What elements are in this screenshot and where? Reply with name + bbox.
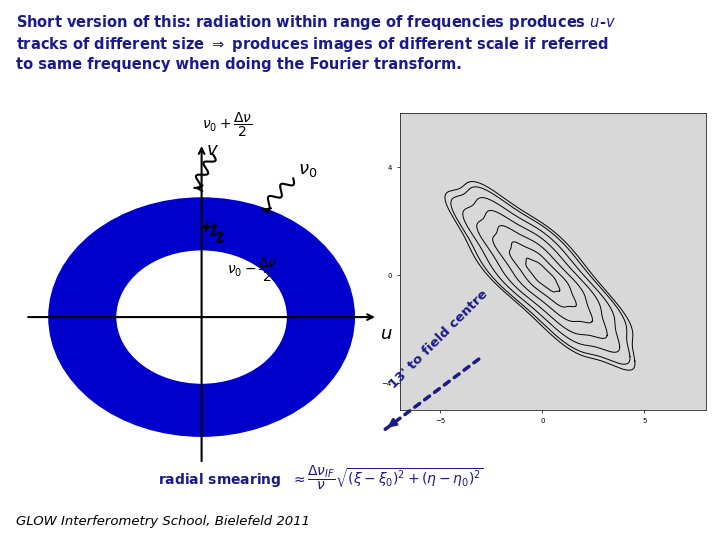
Ellipse shape	[106, 242, 297, 392]
Ellipse shape	[71, 215, 332, 418]
Ellipse shape	[89, 229, 315, 405]
Ellipse shape	[100, 238, 303, 396]
Text: $u$: $u$	[380, 325, 392, 343]
Ellipse shape	[66, 211, 337, 423]
Text: $\nu_0 - \dfrac{\Delta\nu}{2}$: $\nu_0 - \dfrac{\Delta\nu}{2}$	[228, 256, 278, 285]
Ellipse shape	[94, 233, 309, 401]
Ellipse shape	[60, 207, 343, 427]
Ellipse shape	[83, 225, 320, 410]
Ellipse shape	[117, 251, 286, 383]
Text: $\nu_0 + \dfrac{\Delta\nu}{2}$: $\nu_0 + \dfrac{\Delta\nu}{2}$	[202, 110, 253, 139]
Ellipse shape	[77, 220, 326, 414]
Text: radial smearing  $\approx \dfrac{\Delta\nu_{IF}}{\nu}\sqrt{(\xi-\xi_0)^2+(\eta-\: radial smearing $\approx \dfrac{\Delta\n…	[158, 463, 485, 492]
Ellipse shape	[112, 247, 292, 388]
Ellipse shape	[55, 202, 348, 432]
Text: 13' to field centre: 13' to field centre	[387, 288, 491, 392]
Text: $v$: $v$	[207, 141, 219, 159]
Text: Short version of this: radiation within range of frequencies produces $u$-$v$
tr: Short version of this: radiation within …	[16, 14, 616, 72]
Ellipse shape	[49, 198, 354, 436]
Text: GLOW Interferometry School, Bielefeld 2011: GLOW Interferometry School, Bielefeld 20…	[16, 515, 310, 528]
Text: $\nu_0$: $\nu_0$	[298, 161, 318, 179]
